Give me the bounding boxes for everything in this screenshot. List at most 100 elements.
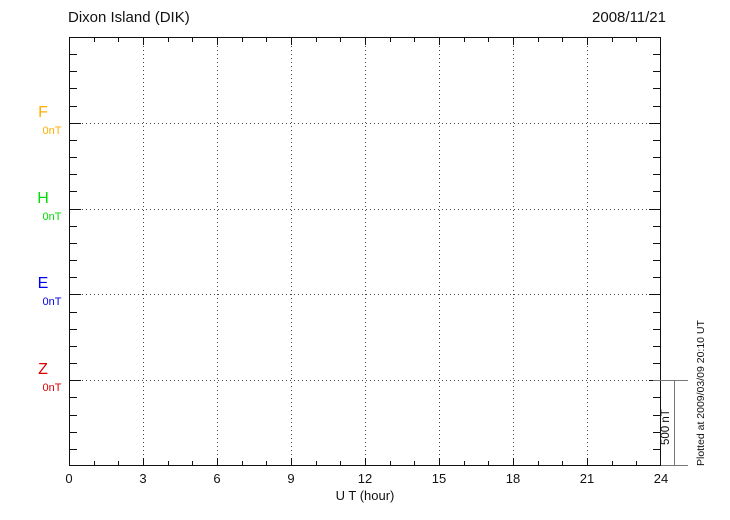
x-tick-top — [414, 38, 416, 42]
x-tick-bottom — [587, 458, 588, 465]
scalebar-line — [674, 380, 675, 466]
y-tick-right — [653, 54, 660, 56]
x-tick-top — [291, 38, 292, 45]
y-tick-left — [70, 431, 77, 433]
x-tick-label-9: 9 — [287, 471, 295, 486]
y-tick-right — [653, 277, 660, 279]
x-tick-bottom — [537, 461, 539, 465]
y-tick-right — [653, 260, 660, 262]
component-unit-Z: 0nT — [42, 382, 62, 395]
x-tick-top — [365, 38, 366, 45]
x-tick-top — [389, 38, 391, 42]
plot-area — [69, 37, 661, 466]
x-tick-top — [611, 38, 613, 42]
x-tick-label-21: 21 — [579, 471, 595, 486]
x-tick-top — [463, 38, 465, 42]
y-tick-right — [653, 328, 660, 330]
y-tick-left — [70, 260, 77, 262]
x-tick-bottom — [513, 458, 514, 465]
x-tick-label-18: 18 — [505, 471, 521, 486]
y-tick-right — [653, 191, 660, 193]
x-tick-bottom — [217, 458, 218, 465]
y-tick-left — [70, 174, 77, 176]
y-tick-left — [70, 448, 77, 450]
gridline-vertical — [587, 38, 588, 465]
x-tick-bottom — [636, 461, 638, 465]
x-tick-top — [167, 38, 169, 42]
y-tick-right — [649, 122, 660, 124]
y-tick-left — [70, 311, 77, 313]
y-tick-right — [653, 88, 660, 90]
x-tick-bottom — [611, 461, 613, 465]
x-tick-top — [143, 38, 144, 45]
x-tick-top — [636, 38, 638, 42]
y-tick-right — [653, 157, 660, 159]
component-unit-E: 0nT — [42, 296, 62, 309]
y-tick-right — [653, 139, 660, 141]
y-tick-right — [653, 363, 660, 365]
y-tick-right — [653, 105, 660, 107]
gridline-vertical — [513, 38, 514, 465]
x-tick-top — [439, 38, 440, 45]
y-tick-left — [70, 88, 77, 90]
x-tick-bottom — [488, 461, 490, 465]
scalebar-top-cap — [653, 380, 688, 381]
x-tick-bottom — [439, 458, 440, 465]
y-tick-left — [70, 380, 81, 382]
x-tick-bottom — [562, 461, 564, 465]
y-tick-left — [70, 363, 77, 365]
x-tick-top — [562, 38, 564, 42]
component-label-Z: Z — [38, 361, 48, 379]
x-tick-top — [217, 38, 218, 45]
gridline-baseline-E — [70, 294, 660, 296]
y-tick-right — [653, 448, 660, 450]
component-unit-H: 0nT — [42, 210, 62, 223]
y-tick-right — [653, 345, 660, 347]
y-tick-left — [70, 71, 77, 73]
x-tick-top — [488, 38, 490, 42]
y-tick-right — [653, 174, 660, 176]
y-tick-left — [70, 157, 77, 159]
x-tick-bottom — [365, 458, 366, 465]
component-unit-F: 0nT — [42, 124, 62, 137]
x-tick-label-0: 0 — [65, 471, 73, 486]
y-tick-left — [70, 122, 81, 124]
y-tick-right — [653, 71, 660, 73]
scalebar-label: 500 nT — [660, 409, 672, 445]
x-tick-label-6: 6 — [213, 471, 221, 486]
x-tick-top — [537, 38, 539, 42]
x-tick-top — [340, 38, 342, 42]
page-title: Dixon Island (DIK) — [68, 9, 190, 26]
x-tick-label-24: 24 — [653, 471, 669, 486]
plot-date: 2008/11/21 — [592, 9, 666, 26]
y-tick-right — [653, 397, 660, 399]
gridline-vertical — [365, 38, 366, 465]
y-tick-left — [70, 294, 81, 296]
y-tick-right — [653, 242, 660, 244]
y-tick-left — [70, 242, 77, 244]
x-tick-top — [93, 38, 95, 42]
x-tick-bottom — [241, 461, 243, 465]
x-tick-bottom — [463, 461, 465, 465]
y-tick-right — [649, 208, 660, 210]
y-tick-left — [70, 414, 77, 416]
x-tick-top — [241, 38, 243, 42]
x-tick-top — [315, 38, 317, 42]
component-label-H: H — [37, 189, 49, 207]
x-tick-label-3: 3 — [139, 471, 147, 486]
y-tick-left — [70, 105, 77, 107]
gridline-vertical — [217, 38, 218, 465]
x-tick-top — [587, 38, 588, 45]
y-tick-left — [70, 208, 81, 210]
x-tick-top — [513, 38, 514, 45]
scalebar-bottom-cap — [661, 465, 688, 466]
y-tick-right — [653, 311, 660, 313]
gridline-vertical — [439, 38, 440, 465]
x-tick-bottom — [192, 461, 194, 465]
y-tick-left — [70, 191, 77, 193]
x-tick-bottom — [143, 458, 144, 465]
y-tick-left — [70, 139, 77, 141]
y-tick-left — [70, 397, 77, 399]
gridline-baseline-F — [70, 122, 660, 124]
